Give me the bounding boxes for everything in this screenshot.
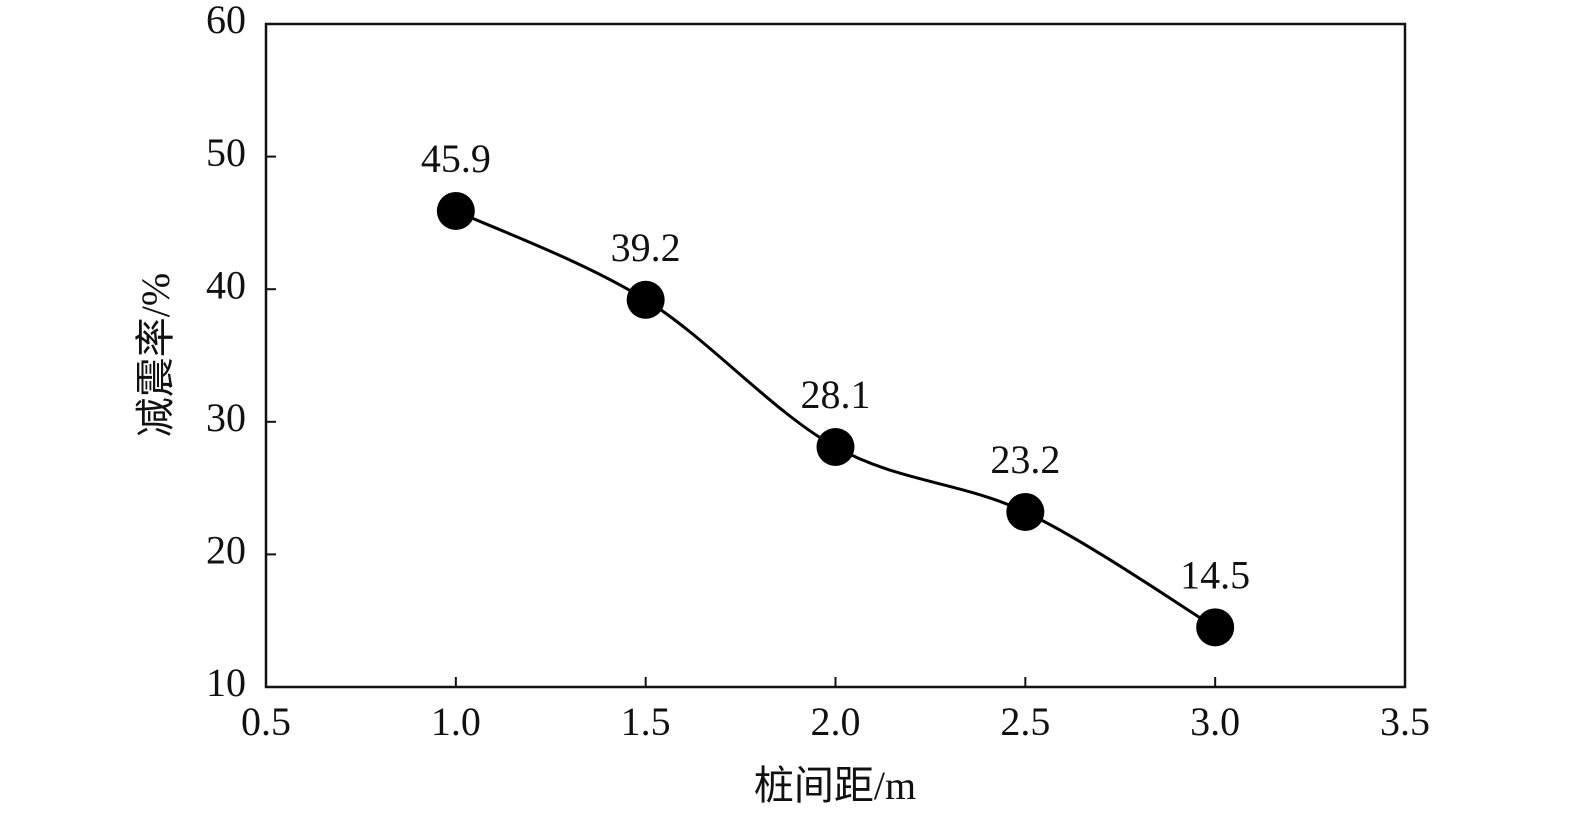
y-tick-label: 10: [206, 660, 246, 705]
y-axis-label: 减震率/%: [133, 273, 178, 437]
y-tick-label: 60: [206, 0, 246, 42]
y-tick-label: 30: [206, 395, 246, 440]
data-label: 39.2: [611, 225, 681, 270]
marker: [1196, 608, 1235, 647]
marker: [626, 280, 665, 319]
data-label: 45.9: [421, 136, 491, 181]
data-label: 28.1: [801, 372, 871, 417]
x-axis-label: 桩间距/m: [754, 763, 916, 808]
x-tick-label: 2.0: [811, 699, 861, 744]
y-tick-label: 20: [206, 528, 246, 573]
marker: [816, 427, 855, 466]
y-tick-label: 40: [206, 262, 246, 307]
y-tick-label: 50: [206, 130, 246, 175]
x-tick-label: 0.5: [241, 699, 291, 744]
data-label: 14.5: [1180, 553, 1250, 598]
marker: [1006, 492, 1045, 531]
x-tick-label: 3.5: [1380, 699, 1430, 744]
x-tick-label: 2.5: [1000, 699, 1050, 744]
x-tick-label: 1.0: [431, 699, 481, 744]
x-tick-label: 3.0: [1190, 699, 1240, 744]
marker: [436, 191, 475, 230]
x-tick-label: 1.5: [621, 699, 671, 744]
line: [455, 209, 1216, 629]
data-label: 23.2: [990, 437, 1060, 482]
